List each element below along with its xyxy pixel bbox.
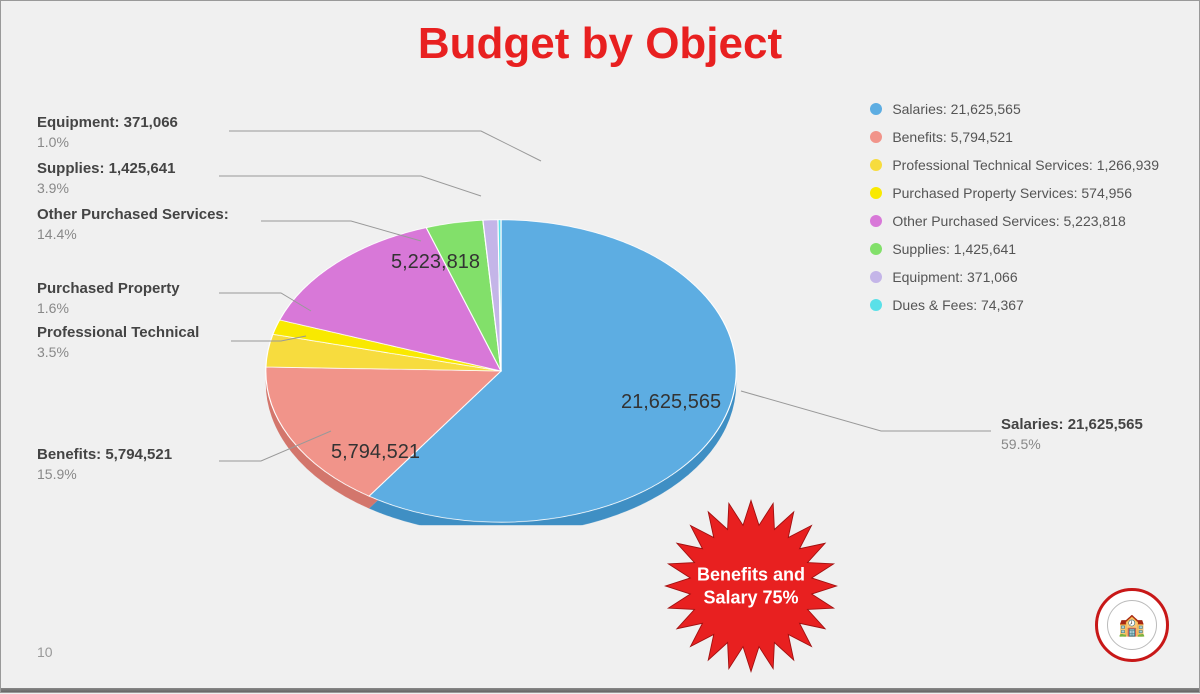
legend-text: Equipment: 371,066	[892, 269, 1017, 285]
legend-text: Professional Technical Services: 1,266,9…	[892, 157, 1159, 173]
page-title: Budget by Object	[1, 19, 1199, 69]
slice-value-benefits: 5,794,521	[331, 441, 420, 464]
callout-label: Benefits: 5,794,521	[37, 445, 172, 465]
callout-label: Supplies: 1,425,641	[37, 159, 175, 179]
callout-equipment: Equipment: 371,066 1.0%	[37, 113, 178, 151]
slice-value-salaries: 21,625,565	[621, 391, 721, 414]
legend-text: Dues & Fees: 74,367	[892, 297, 1024, 313]
legend-item: Purchased Property Services: 574,956	[870, 185, 1159, 201]
slice-value-other: 5,223,818	[391, 251, 480, 274]
legend-text: Purchased Property Services: 574,956	[892, 185, 1132, 201]
callout-salaries: Salaries: 21,625,565 59.5%	[1001, 415, 1143, 453]
legend-dot-icon	[870, 215, 882, 227]
starburst-badge: Benefits and Salary 75%	[661, 496, 841, 676]
legend-item: Professional Technical Services: 1,266,9…	[870, 157, 1159, 173]
legend-item: Salaries: 21,625,565	[870, 101, 1159, 117]
callout-pct: 3.9%	[37, 179, 175, 197]
legend-dot-icon	[870, 271, 882, 283]
org-seal-icon: 🏫	[1095, 588, 1169, 662]
legend-text: Supplies: 1,425,641	[892, 241, 1016, 257]
callout-benefits: Benefits: 5,794,521 15.9%	[37, 445, 172, 483]
seal-schoolhouse-icon: 🏫	[1107, 600, 1157, 650]
callout-pct: 59.5%	[1001, 435, 1143, 453]
chart-legend: Salaries: 21,625,565 Benefits: 5,794,521 P…	[870, 101, 1159, 325]
bottom-bar	[1, 688, 1199, 692]
legend-dot-icon	[870, 243, 882, 255]
legend-dot-icon	[870, 131, 882, 143]
callout-other-purchased: Other Purchased Services: 14.4%	[37, 205, 229, 243]
legend-dot-icon	[870, 299, 882, 311]
callout-label: Purchased Property	[37, 279, 180, 299]
page-number: 10	[37, 644, 53, 660]
callout-pct: 1.0%	[37, 133, 178, 151]
legend-item: Equipment: 371,066	[870, 269, 1159, 285]
callout-purchased-property: Purchased Property 1.6%	[37, 279, 180, 317]
legend-dot-icon	[870, 103, 882, 115]
callout-pct: 3.5%	[37, 343, 199, 361]
legend-dot-icon	[870, 159, 882, 171]
callout-professional-technical: Professional Technical 3.5%	[37, 323, 199, 361]
legend-text: Other Purchased Services: 5,223,818	[892, 213, 1125, 229]
callout-label: Equipment: 371,066	[37, 113, 178, 133]
legend-item: Benefits: 5,794,521	[870, 129, 1159, 145]
legend-item: Supplies: 1,425,641	[870, 241, 1159, 257]
pie-svg	[261, 217, 741, 526]
callout-label: Other Purchased Services:	[37, 205, 229, 225]
callout-label: Salaries: 21,625,565	[1001, 415, 1143, 435]
legend-text: Salaries: 21,625,565	[892, 101, 1020, 117]
legend-dot-icon	[870, 187, 882, 199]
callout-pct: 1.6%	[37, 299, 180, 317]
callout-label: Professional Technical	[37, 323, 199, 343]
callout-pct: 14.4%	[37, 225, 229, 243]
callout-supplies: Supplies: 1,425,641 3.9%	[37, 159, 175, 197]
callout-pct: 15.9%	[37, 465, 172, 483]
legend-item: Dues & Fees: 74,367	[870, 297, 1159, 313]
legend-item: Other Purchased Services: 5,223,818	[870, 213, 1159, 229]
starburst-text: Benefits and Salary 75%	[691, 564, 811, 609]
legend-text: Benefits: 5,794,521	[892, 129, 1013, 145]
